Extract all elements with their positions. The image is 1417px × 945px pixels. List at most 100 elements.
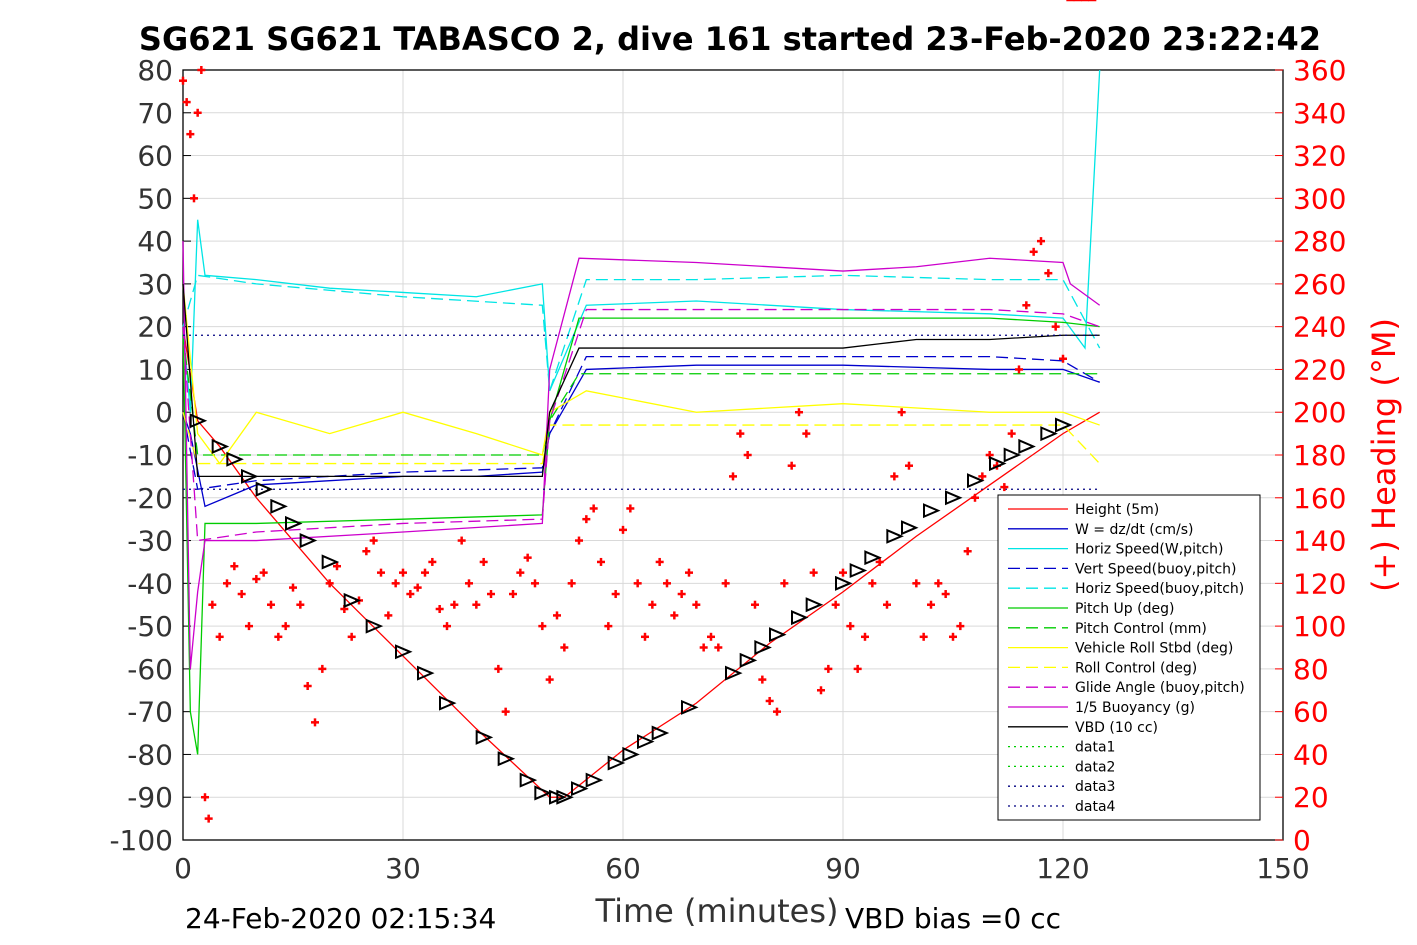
heading-point [773, 707, 781, 716]
heading-point [663, 579, 671, 588]
y-left-tick-label: 60 [137, 140, 173, 173]
x-tick-label: 120 [1036, 852, 1089, 885]
y-left-tick-label: -90 [127, 781, 173, 814]
heading-point [377, 568, 385, 577]
heading-point [193, 108, 202, 117]
y-left-tick-label: 40 [137, 225, 173, 258]
legend-label: Glide Angle (buoy,pitch) [1075, 680, 1245, 696]
position-marker [571, 781, 589, 797]
position-marker [585, 772, 604, 788]
y-right-tick-label: 220 [1293, 353, 1346, 386]
heading-point [831, 600, 840, 609]
series-line-w-dz-dt-cm-s [182, 364, 1100, 508]
y-right-tick-label: 60 [1293, 696, 1329, 729]
position-marker [607, 755, 626, 771]
heading-point [721, 579, 730, 588]
heading-point [553, 611, 561, 620]
heading-point [406, 590, 415, 599]
series-line-pitch-up-deg [182, 317, 1100, 755]
heading-point [369, 536, 378, 545]
y-right-tick-label: 240 [1293, 311, 1346, 344]
y-left-tick-label: -10 [127, 439, 173, 472]
heading-point [479, 557, 488, 566]
x-tick-label: 90 [825, 852, 861, 885]
heading-point [538, 622, 547, 631]
heading-point [281, 622, 290, 631]
x-tick-label: 30 [385, 852, 421, 885]
x-tick-label: 0 [174, 852, 192, 885]
heading-point [1029, 247, 1038, 256]
heading-point [487, 590, 495, 599]
position-marker [901, 520, 919, 536]
y-left-tick-label: 10 [137, 353, 173, 386]
heading-point [545, 675, 554, 684]
y-left-tick-label: -70 [127, 696, 173, 729]
heading-point [494, 664, 503, 673]
y-left-tick-label: 30 [137, 268, 173, 301]
position-marker [1003, 447, 1022, 463]
position-marker [681, 699, 699, 715]
heading-point [531, 579, 539, 588]
heading-point [765, 696, 774, 705]
heading-point [633, 579, 642, 588]
y-right-tick-label: 360 [1293, 54, 1346, 87]
heading-point [846, 622, 855, 631]
heading-point [347, 632, 356, 641]
position-marker [321, 554, 340, 570]
footer-vbd-bias: VBD bias =0 cc [845, 902, 1061, 935]
position-marker [864, 550, 882, 566]
heading-point [868, 579, 877, 588]
heading-point [875, 557, 884, 566]
heading-point [1037, 237, 1045, 246]
y-right-tick-label: 140 [1293, 525, 1346, 558]
y-right-ticks: 3603403203002802602402202001801601401201… [1275, 54, 1346, 857]
heading-point [597, 557, 605, 566]
y-left-tick-label: 20 [137, 311, 173, 344]
y-left-tick-label: -20 [127, 482, 173, 515]
position-marker [497, 751, 516, 767]
heading-point [978, 472, 987, 481]
position-marker [989, 456, 1007, 472]
heading-point [736, 429, 745, 438]
y-left-tick-label: -50 [127, 610, 173, 643]
heading-point [1000, 483, 1009, 492]
heading-point [897, 408, 906, 417]
y-right-tick-label: 120 [1293, 567, 1346, 600]
heading-point [839, 568, 847, 577]
x-tick-label: 150 [1256, 852, 1309, 885]
heading-point [190, 194, 198, 203]
heading-point [1044, 269, 1053, 278]
heading-point [890, 472, 899, 481]
series-line-horiz-speed-w-pitch [182, 69, 1101, 413]
heading-point [861, 632, 869, 641]
position-marker [805, 597, 824, 613]
heading-point [296, 600, 305, 609]
heading-point [182, 98, 191, 107]
y-right-tick-label: 20 [1293, 781, 1329, 814]
heading-point [186, 130, 195, 139]
position-marker [791, 610, 809, 626]
heading-point [237, 590, 246, 599]
heading-point [824, 664, 833, 673]
legend-label: data1 [1075, 740, 1115, 756]
position-marker [395, 644, 413, 660]
heading-point [949, 632, 957, 641]
heading-point [817, 686, 825, 695]
heading-point [626, 504, 635, 513]
heading-point [516, 568, 525, 577]
heading-point [641, 632, 649, 641]
position-marker [417, 665, 435, 681]
y-right-tick-label: 300 [1293, 182, 1346, 215]
heading-point [230, 562, 239, 571]
heading-point [1059, 354, 1067, 363]
heading-point [655, 557, 664, 566]
heading-point [252, 575, 261, 584]
heading-point [787, 461, 796, 470]
position-marker [1055, 417, 1073, 433]
heading-point [589, 504, 598, 513]
heading-point [582, 515, 591, 524]
position-marker [886, 528, 904, 544]
heading-point [267, 600, 275, 609]
y-right-tick-label: 280 [1293, 225, 1346, 258]
